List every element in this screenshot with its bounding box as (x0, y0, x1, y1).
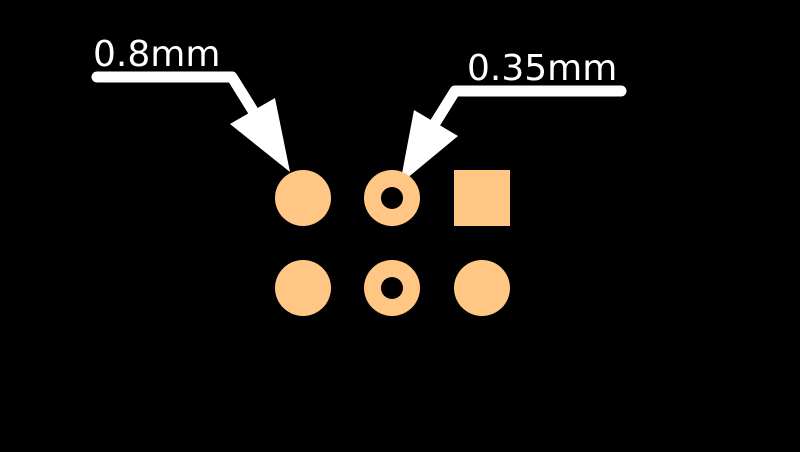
annotation-label-drill-diameter: 0.35mm (467, 48, 617, 89)
annotation-label-pad-diameter: 0.8mm (93, 34, 220, 75)
annotation-pad-diameter: 0.8mm (91, 34, 290, 172)
annotation-leader-line-drill-diameter (426, 85, 627, 134)
pad-grid (275, 170, 510, 316)
drill-hole (381, 277, 403, 299)
arrowhead-icon (230, 98, 290, 172)
round-pad (454, 260, 510, 316)
annotation-drill-diameter: 0.35mm (400, 48, 627, 184)
annotation-leader-line-pad-diameter (91, 71, 266, 128)
square-pad (454, 170, 510, 226)
round-pad (275, 170, 331, 226)
arrowhead-icon (400, 110, 458, 184)
round-pad (275, 260, 331, 316)
drill-hole (381, 187, 403, 209)
